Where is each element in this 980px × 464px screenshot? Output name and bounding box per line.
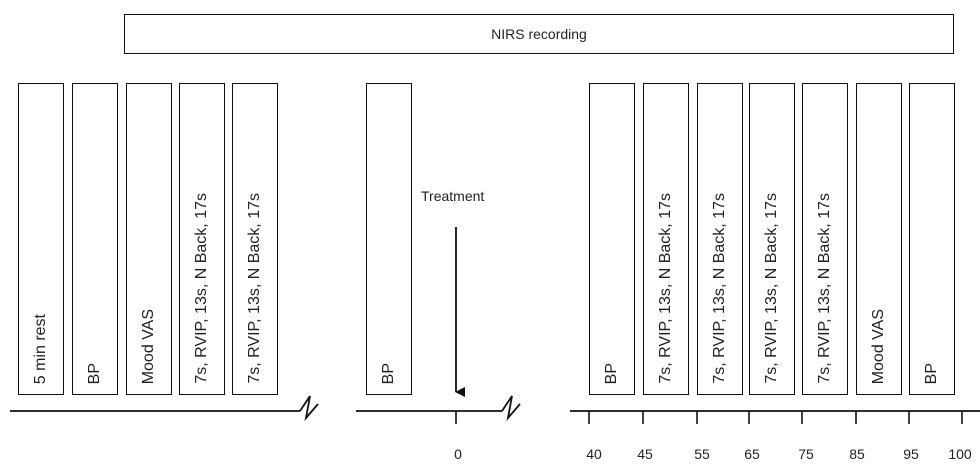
tick-label-100: 100 [948,446,972,462]
nirs-recording-bar: NIRS recording [124,14,954,54]
block-mood-vas-post: Mood VAS [856,83,902,395]
block-bp-pre-treatment: BP [366,83,412,395]
block-task-baseline-2: 7s, RVIP, 13s, N Back, 17s [232,83,278,395]
block-mood-vas-baseline: Mood VAS [126,83,172,395]
block-rest: 5 min rest [18,83,64,395]
tick-label-0: 0 [454,446,462,462]
tick-label-85: 85 [849,446,865,462]
tick-label-95: 95 [903,446,919,462]
tick-label-55: 55 [694,446,710,462]
block-bp-post-1: BP [589,83,635,395]
block-task-post-1: 7s, RVIP, 13s, N Back, 17s [643,83,689,395]
block-bp-baseline: BP [72,83,118,395]
block-task-post-3: 7s, RVIP, 13s, N Back, 17s [749,83,795,395]
block-task-baseline-1: 7s, RVIP, 13s, N Back, 17s [179,83,225,395]
tick-label-40: 40 [586,446,602,462]
block-bp-post-2: BP [909,83,955,395]
break-mark-1 [299,395,319,422]
tick-label-45: 45 [637,446,653,462]
treatment-label: Treatment [421,188,485,204]
block-task-post-2: 7s, RVIP, 13s, N Back, 17s [697,83,743,395]
tick-label-65: 65 [744,446,760,462]
tick-label-75: 75 [798,446,814,462]
block-task-post-4: 7s, RVIP, 13s, N Back, 17s [802,83,848,395]
break-mark-2 [501,395,521,422]
nirs-recording-label: NIRS recording [491,26,587,42]
